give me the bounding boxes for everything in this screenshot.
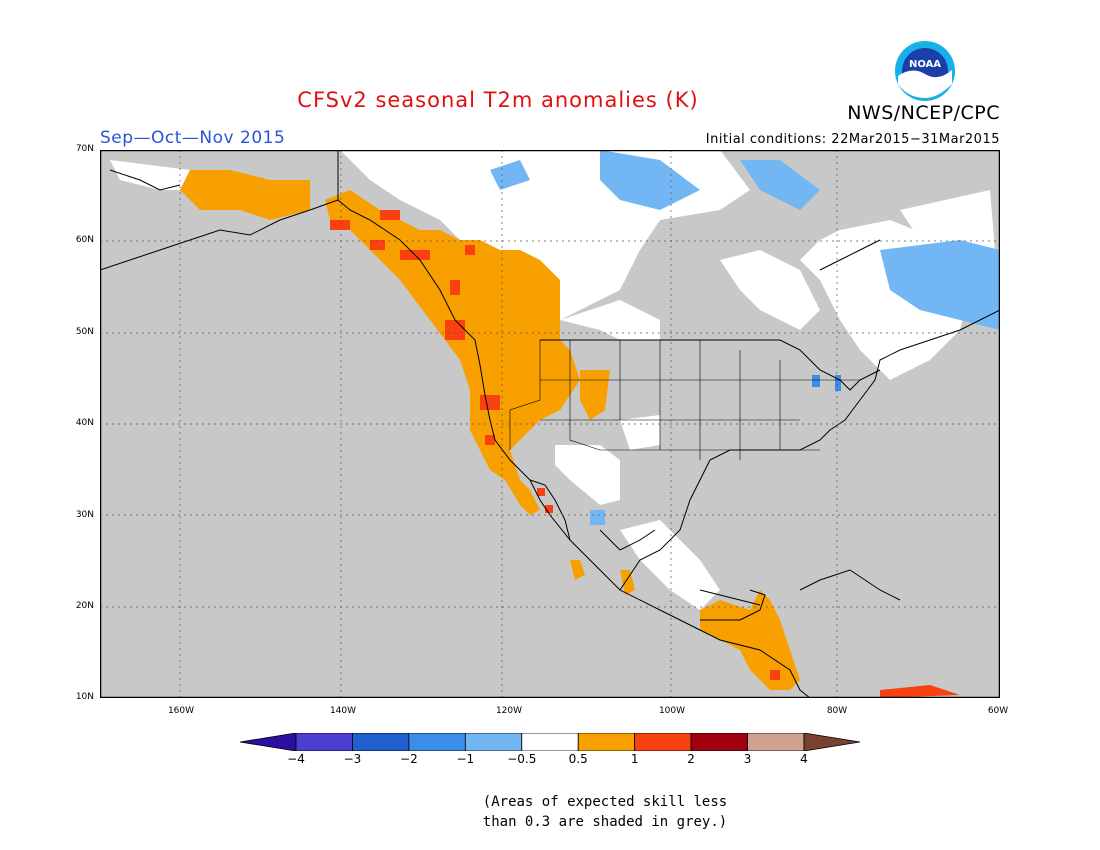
lat-label: 70N — [75, 144, 94, 154]
colorbar-tick-label: 2 — [687, 752, 695, 766]
lon-label: 120W — [495, 706, 523, 716]
skill-note-line-2: than 0.3 are shaded in grey.) — [482, 814, 728, 830]
noaa-logo-icon: NOAA — [895, 41, 955, 101]
colorbar-tick-label: 0.5 — [568, 752, 588, 766]
lon-label: 60W — [987, 706, 1009, 716]
colorbar-cell — [464, 733, 523, 751]
colorbar-cell — [747, 733, 805, 751]
graticule — [100, 150, 1000, 698]
colorbar-tick-label: −0.5 — [507, 752, 537, 766]
lat-label: 30N — [75, 510, 94, 520]
colorbar-cell — [352, 733, 410, 751]
organization-label: NWS/NCEP/CPC — [847, 102, 1000, 124]
lon-label: 140W — [329, 706, 357, 716]
colorbar-cell — [295, 733, 353, 751]
colorbar — [240, 733, 860, 751]
chart-title: CFSv2 seasonal T2m anomalies (K) — [297, 88, 699, 112]
skill-note-line-1: (Areas of expected skill less — [482, 794, 728, 810]
lat-label: 60N — [75, 235, 94, 245]
political-borders — [509, 340, 860, 460]
colorbar-cell — [240, 733, 297, 751]
svg-text:NOAA: NOAA — [909, 59, 941, 70]
lon-label: 160W — [167, 706, 195, 716]
season-label: Sep—Oct—Nov 2015 — [100, 128, 286, 148]
colorbar-tick-label: −3 — [343, 752, 362, 766]
above-normal-areas — [180, 170, 800, 690]
colorbar-tick-label: 4 — [800, 752, 808, 766]
lon-label: 80W — [826, 706, 848, 716]
below-normal-areas — [490, 150, 1000, 525]
colorbar-cell — [803, 733, 860, 751]
colorbar-tick-label: 1 — [630, 752, 639, 766]
below-normal-areas-dark — [812, 375, 841, 391]
coastlines — [100, 150, 1000, 698]
lon-label: 100W — [658, 706, 686, 716]
colorbar-cell — [408, 733, 466, 751]
colorbar-cell — [521, 733, 579, 751]
colorbar-tick-label: 3 — [743, 752, 752, 766]
initial-conditions-label: Initial conditions: 22Mar2015−31Mar2015 — [705, 132, 1000, 147]
colorbar-cell — [690, 733, 748, 751]
colorbar-tick-label: −2 — [400, 752, 418, 766]
colorbar-tick-label: −4 — [287, 752, 305, 766]
skill-note: (Areas of expected skill less than 0.3 a… — [460, 792, 750, 832]
lat-label: 50N — [75, 327, 94, 337]
lat-label: 20N — [75, 601, 94, 611]
anomaly-map — [100, 150, 1000, 698]
lat-label: 40N — [75, 418, 94, 428]
colorbar-cell — [577, 733, 636, 751]
lat-label: 10N — [75, 692, 94, 702]
colorbar-cell — [634, 733, 692, 751]
colorbar-tick-label: −1 — [456, 752, 475, 766]
